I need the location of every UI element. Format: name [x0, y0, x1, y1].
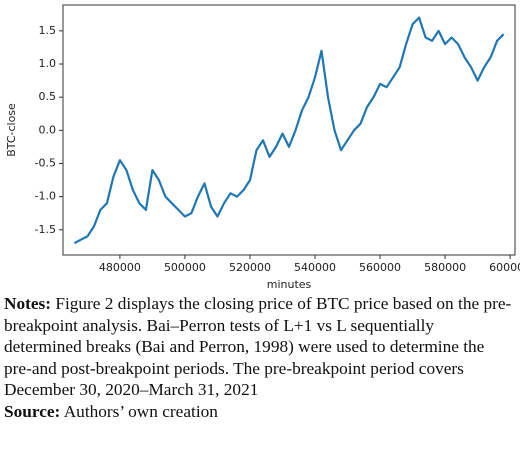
y-axis-label: BTC-close: [5, 103, 18, 157]
chart: minutes BTC-close -1.5 -1.0 -0.5 0.0 0.5 1.0 1…: [5, 4, 520, 291]
x-tick-label: 500000: [164, 261, 206, 274]
y-tick-label: 0.5: [39, 90, 57, 103]
plot-frame: [62, 4, 516, 256]
x-axis-label: minutes: [267, 278, 312, 291]
y-tick-label: 1.0: [39, 57, 57, 70]
notes: Notes: Figure 2 displays the closing pri…: [4, 293, 516, 401]
price-line: [73, 16, 505, 245]
x-tick-label: 600000: [489, 261, 520, 274]
y-tick-label: 1.5: [39, 24, 57, 37]
x-tick-label: 480000: [99, 261, 141, 274]
y-tick-label: -1.5: [35, 223, 56, 236]
y-tick-label: 0.0: [39, 123, 57, 136]
x-tick-label: 580000: [424, 261, 466, 274]
source: Source: Authors’ own creation: [4, 401, 516, 423]
source-label: Source:: [4, 401, 61, 421]
notes-text: Figure 2 displays the closing price of B…: [4, 294, 512, 400]
source-text: Authors’ own creation: [60, 401, 218, 421]
y-tick-label: -0.5: [35, 156, 56, 169]
x-tick-label: 540000: [294, 261, 336, 274]
x-tick-label: 560000: [359, 261, 401, 274]
y-tick-label: -1.0: [35, 190, 56, 203]
notes-label: Notes:: [4, 294, 52, 313]
x-tick-label: 520000: [229, 261, 271, 274]
caption: Notes: Figure 2 displays the closing pri…: [4, 293, 516, 423]
